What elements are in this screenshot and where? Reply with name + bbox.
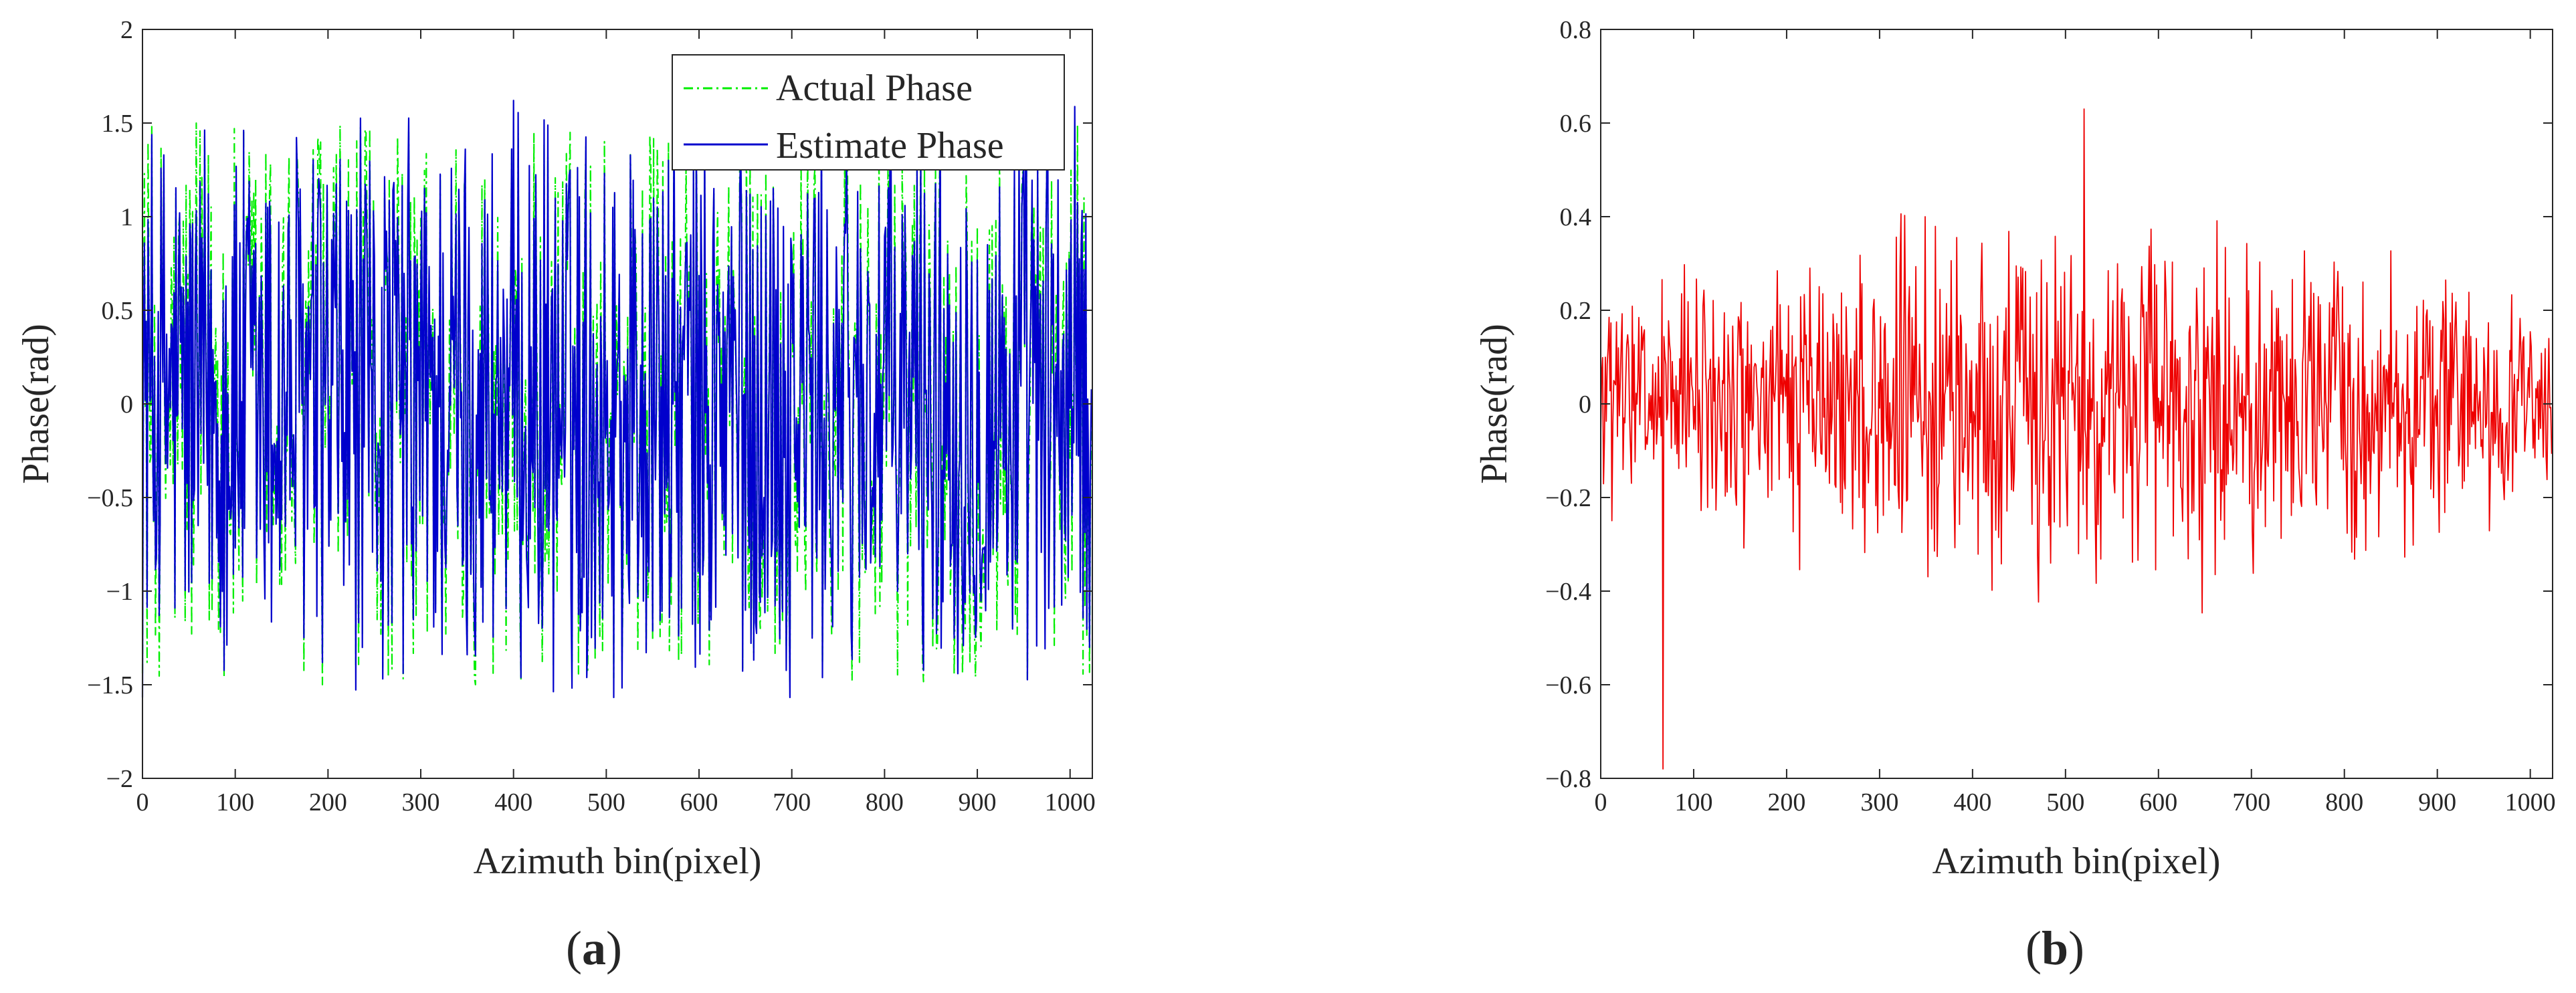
x-tick-label: 100 bbox=[1674, 788, 1712, 816]
panel-b-y-axis-title: Phase(rad) bbox=[1474, 324, 1515, 483]
panel-a-y-ticks: −2 −1.5 −1 −0.5 0 0.5 1 1.5 2 bbox=[87, 16, 1092, 793]
y-tick-label: 1.5 bbox=[102, 110, 134, 138]
x-tick-label: 200 bbox=[1767, 788, 1805, 816]
y-tick-label: 0.5 bbox=[102, 297, 134, 325]
panel-a-x-axis-title: Azimuth bin(pixel) bbox=[474, 841, 762, 882]
x-tick-label: 500 bbox=[587, 788, 625, 816]
y-tick-label: −0.6 bbox=[1545, 671, 1591, 699]
y-tick-label: 0.4 bbox=[1560, 203, 1592, 231]
series-line-estimate-phase bbox=[141, 96, 1092, 699]
x-tick-label: 200 bbox=[309, 788, 347, 816]
x-tick-label: 400 bbox=[494, 788, 532, 816]
y-tick-label: 2 bbox=[120, 16, 133, 44]
y-tick-label: 1 bbox=[120, 203, 133, 231]
y-tick-label: 0 bbox=[120, 391, 133, 419]
x-tick-label: 400 bbox=[1953, 788, 1991, 816]
panel-b-caption-letter: b bbox=[2042, 921, 2068, 975]
panel-a-legend-label-actual: Actual Phase bbox=[776, 68, 973, 109]
y-tick-label: 0.2 bbox=[1560, 297, 1592, 325]
panel-a-legend-box bbox=[672, 54, 1065, 171]
x-tick-label: 0 bbox=[1595, 788, 1607, 816]
y-tick-label: −0.2 bbox=[1545, 484, 1591, 512]
panel-b-caption: (b) bbox=[2025, 921, 2084, 975]
x-tick-label: 800 bbox=[866, 788, 904, 816]
x-tick-label: 300 bbox=[1860, 788, 1898, 816]
panel-a-legend-label-estimate: Estimate Phase bbox=[776, 125, 1004, 167]
panel-b-x-ticks: 0 100 200 300 400 500 600 700 800 900 1000 bbox=[1595, 29, 2556, 816]
series-line-residual-phase-error bbox=[1600, 108, 2553, 770]
y-tick-label: 0.8 bbox=[1560, 16, 1592, 44]
y-tick-label: −1.5 bbox=[87, 671, 133, 699]
x-tick-label: 800 bbox=[2325, 788, 2363, 816]
x-tick-label: 900 bbox=[959, 788, 997, 816]
panel-a-caption-letter: a bbox=[582, 921, 606, 975]
y-tick-label: 0 bbox=[1579, 391, 1591, 419]
x-tick-label: 0 bbox=[136, 788, 149, 816]
x-tick-label: 1000 bbox=[2505, 788, 2556, 816]
x-tick-label: 900 bbox=[2418, 788, 2456, 816]
panel-a-legend: Actual Phase Estimate Phase bbox=[672, 54, 1065, 171]
panel-a-y-axis-title: Phase(rad) bbox=[15, 324, 57, 483]
x-tick-label: 600 bbox=[2139, 788, 2177, 816]
y-tick-label: −0.5 bbox=[87, 484, 133, 512]
x-tick-label: 300 bbox=[402, 788, 440, 816]
panel-a-x-ticks: 0 100 200 300 400 500 600 700 800 900 1000 bbox=[136, 29, 1096, 816]
panel-b-x-axis-title: Azimuth bin(pixel) bbox=[1933, 841, 2221, 882]
panel-b-series-residual-phase-error bbox=[1600, 108, 2553, 770]
y-tick-label: 0.6 bbox=[1560, 110, 1592, 138]
panel-b-y-ticks: −0.8 −0.6 −0.4 −0.2 0 0.2 0.4 0.6 0.8 bbox=[1545, 16, 2553, 793]
panel-b-chart: 0 100 200 300 400 500 600 700 800 900 1000 −0.8−0.… bbox=[1474, 16, 2556, 882]
y-tick-label: −0.8 bbox=[1545, 765, 1591, 793]
y-tick-label: −0.4 bbox=[1545, 578, 1591, 606]
x-tick-label: 700 bbox=[2232, 788, 2270, 816]
panel-a-caption: (a) bbox=[566, 921, 622, 975]
panel-a-chart: 0 100 200 300 400 500 600 700 800 900 1000 −2−1.5−… bbox=[15, 16, 1096, 882]
y-tick-label: −1 bbox=[106, 578, 133, 606]
x-tick-label: 700 bbox=[773, 788, 811, 816]
x-tick-label: 600 bbox=[680, 788, 718, 816]
y-tick-label: −2 bbox=[106, 765, 133, 793]
x-tick-label: 1000 bbox=[1045, 788, 1096, 816]
x-tick-label: 100 bbox=[216, 788, 254, 816]
panel-a-series-estimate-phase bbox=[141, 96, 1092, 699]
x-tick-label: 500 bbox=[2046, 788, 2084, 816]
